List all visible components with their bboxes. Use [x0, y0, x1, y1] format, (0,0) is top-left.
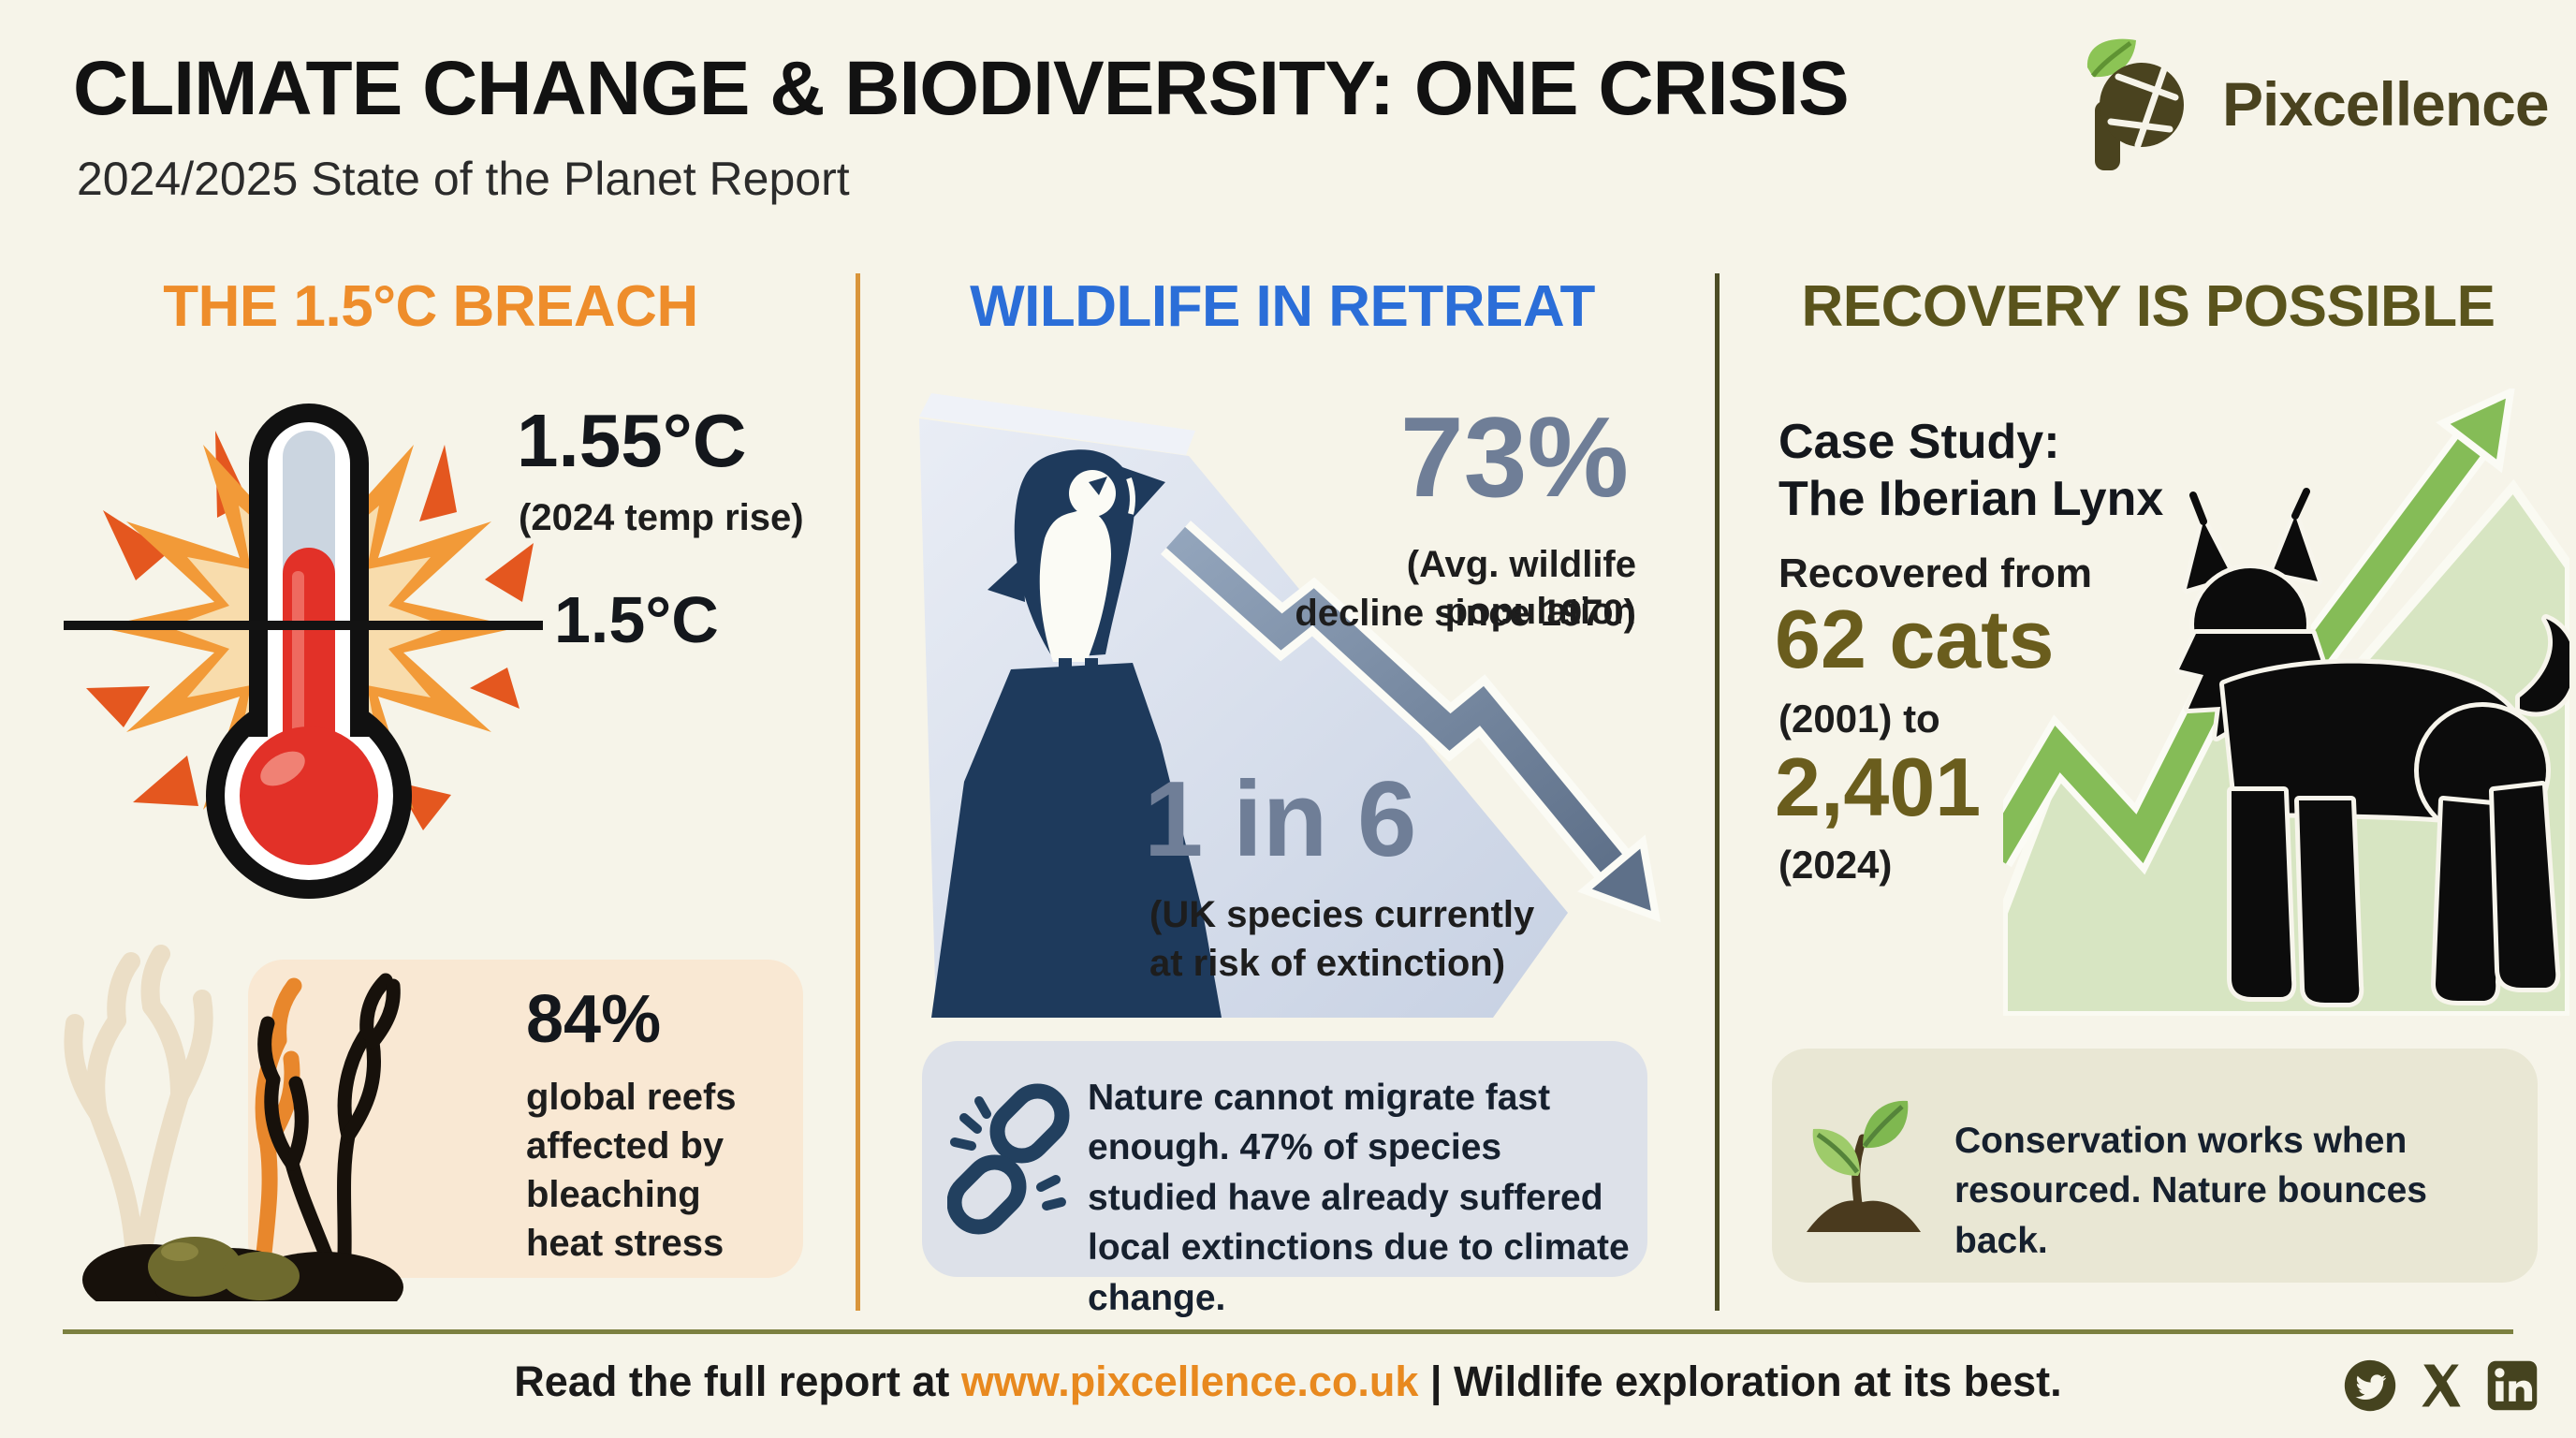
page-title: CLIMATE CHANGE & BIODIVERSITY: ONE CRISI…: [73, 46, 1850, 131]
recovery-from-value: 62 cats: [1775, 593, 2055, 685]
footer-suffix: | Wildlife exploration at its best.: [1418, 1357, 2062, 1405]
footer-divider: [63, 1329, 2513, 1334]
section-heading-recovery: RECOVERY IS POSSIBLE: [1801, 274, 2496, 339]
conservation-note-box: [1772, 1049, 2538, 1283]
twitter-icon[interactable]: [2342, 1357, 2398, 1414]
reef-stat-caption: global reefs affected by bleaching heat …: [526, 1077, 737, 1264]
temp-rise-caption: (2024 temp rise): [519, 497, 804, 538]
case-study-line2: The Iberian Lynx: [1778, 472, 2164, 527]
population-stat-value: 73%: [1399, 393, 1629, 521]
footer-prefix: Read the full report at: [514, 1357, 961, 1405]
recovery-to-caption: (2024): [1778, 843, 1893, 887]
linkedin-icon[interactable]: [2484, 1357, 2540, 1414]
conservation-note-text: Conservation works when resourced. Natur…: [1954, 1121, 2427, 1261]
temp-rise-value: 1.55°C: [517, 399, 747, 482]
pixcellence-logo-icon: [2086, 38, 2184, 170]
population-stat-caption-line1: (Avg. wildlife population: [1406, 544, 1636, 632]
divider-left: [856, 273, 860, 1311]
extinction-stat-caption-line2: at risk of extinction): [1149, 943, 1506, 984]
extinction-stat-caption-line1: (UK species currently: [1149, 894, 1535, 935]
footer-text: Read the full report at www.pixcellence.…: [0, 1357, 2576, 1406]
population-stat-caption-line2: decline since 1970): [1295, 593, 1636, 634]
broken-chain-icon: [947, 1083, 1070, 1235]
puffin-decline-illustration: [919, 393, 1661, 1018]
migration-note-box: [922, 1041, 1647, 1277]
footer-report-link[interactable]: www.pixcellence.co.uk: [960, 1357, 1419, 1405]
threshold-value: 1.5°C: [554, 583, 719, 656]
case-study-title: Case Study: The Iberian Lynx: [1778, 414, 2163, 529]
section-heading-breach: THE 1.5°C BREACH: [163, 274, 698, 339]
iberian-lynx-icon: [2174, 488, 2569, 1007]
seedling-icon: [1807, 1100, 1921, 1232]
migration-note-text: Nature cannot migrate fast enough. 47% o…: [1088, 1078, 1630, 1318]
reef-stat-value: 84%: [526, 982, 662, 1057]
coral-illustration: [64, 945, 403, 1301]
puffin-icon: [988, 449, 1165, 675]
page-subtitle: 2024/2025 State of the Planet Report: [77, 153, 850, 205]
case-study-line1: Case Study:: [1778, 415, 2060, 469]
extinction-stat-value: 1 in 6: [1144, 760, 1417, 879]
recovered-label: Recovered from: [1778, 550, 2093, 596]
recovery-to-value: 2,401: [1775, 741, 1982, 833]
divider-right: [1715, 273, 1720, 1311]
brand-logo: Pixcellence: [2059, 34, 2550, 174]
social-icons: [2342, 1357, 2540, 1414]
brand-name: Pixcellence: [2222, 69, 2550, 139]
lynx-recovery-illustration: [2003, 389, 2569, 1016]
recovery-from-caption: (2001) to: [1778, 697, 1940, 741]
thermometer-starburst-illustration: [64, 404, 543, 899]
x-icon[interactable]: [2413, 1357, 2469, 1414]
section-heading-retreat: WILDLIFE IN RETREAT: [970, 274, 1595, 339]
